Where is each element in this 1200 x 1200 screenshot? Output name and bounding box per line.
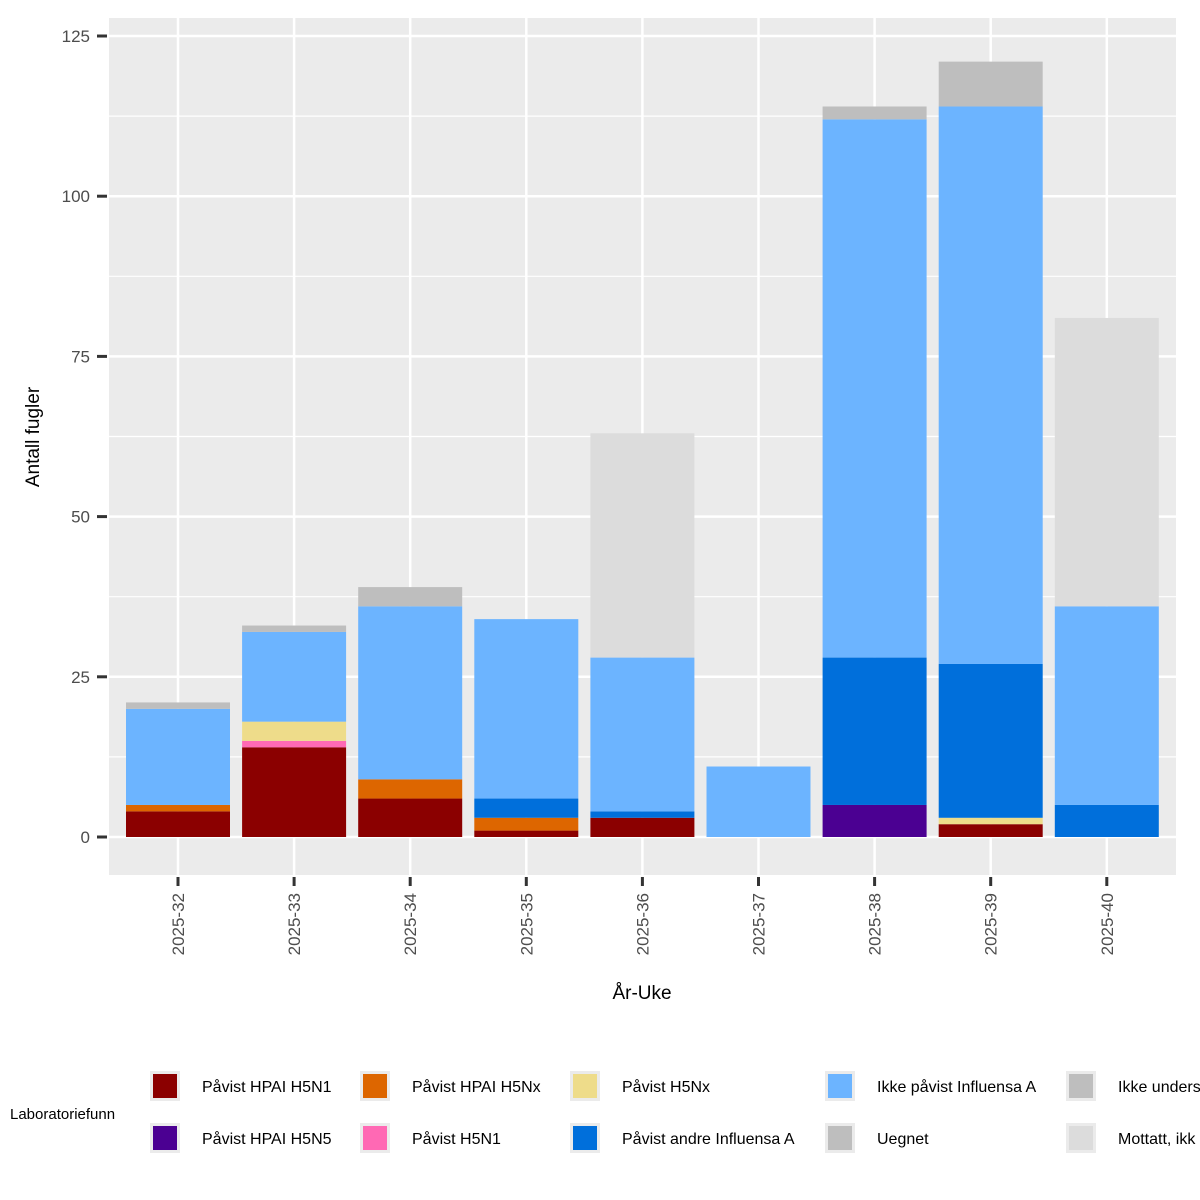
bar-segment [242, 740, 347, 748]
legend-label: Påvist H5Nx [622, 1078, 710, 1096]
legend-swatch [573, 1126, 597, 1150]
x-tick-label: 2025-40 [1098, 893, 1117, 955]
legend-label: Påvist HPAI H5N1 [202, 1078, 332, 1096]
legend-swatch [153, 1126, 177, 1150]
y-tick-label: 25 [71, 668, 90, 687]
bar-segment [938, 663, 1043, 818]
legend-label: Påvist H5N1 [412, 1130, 501, 1148]
bar-segment [126, 811, 230, 837]
bar-segment [358, 606, 463, 780]
bar-segment [590, 817, 695, 837]
legend-label: Ikke unders [1118, 1079, 1200, 1096]
bar-segment [706, 766, 811, 837]
bar-segment [938, 61, 1043, 107]
bar-segment [590, 657, 695, 812]
bar-segment [358, 587, 463, 607]
bar-segment [474, 830, 579, 837]
bar-segment [1054, 606, 1159, 805]
legend-swatch [1069, 1126, 1093, 1150]
legend-label: Påvist HPAI H5Nx [412, 1078, 541, 1096]
legend-swatch [153, 1074, 177, 1098]
legend-swatch [828, 1074, 852, 1098]
bar-segment [822, 106, 927, 120]
x-tick-label: 2025-36 [633, 893, 652, 955]
legend-swatch [363, 1126, 387, 1150]
y-tick-label: 75 [71, 347, 90, 366]
bar-segment [938, 824, 1043, 837]
bar-segment [1054, 804, 1159, 837]
bar-segment [822, 119, 927, 658]
bar-segment [242, 631, 347, 722]
bar-segment [590, 811, 695, 818]
bar-segment [938, 106, 1043, 664]
y-tick-label: 125 [62, 27, 90, 46]
legend-swatch [573, 1074, 597, 1098]
bar-segment [358, 798, 463, 837]
y-axis-title: Antall fugler [23, 386, 44, 487]
x-tick-label: 2025-32 [169, 893, 188, 955]
legend-swatch [1069, 1074, 1093, 1098]
x-tick-label: 2025-39 [982, 893, 1001, 955]
bar-segment [242, 721, 347, 741]
bar-segment [1054, 317, 1159, 607]
bar-segment [590, 433, 695, 658]
legend-label: Mottatt, ikk [1118, 1131, 1196, 1148]
bar-segment [242, 625, 347, 632]
legend-label: Påvist andre Influensa A [622, 1130, 795, 1148]
legend-label: Påvist HPAI H5N5 [202, 1130, 332, 1148]
bar-segment [474, 619, 579, 799]
x-tick-label: 2025-38 [866, 893, 885, 955]
bar-segment [126, 702, 230, 709]
legend-swatch [828, 1126, 852, 1150]
bar-segment [822, 804, 927, 837]
bar-segment [126, 804, 230, 812]
x-tick-label: 2025-37 [750, 893, 769, 955]
legend-swatch [363, 1074, 387, 1098]
x-tick-label: 2025-33 [285, 893, 304, 955]
y-tick-label: 0 [81, 828, 90, 847]
legend-label: Ikke påvist Influensa A [877, 1078, 1037, 1096]
bar-segment [242, 747, 347, 837]
bar-segment [822, 657, 927, 805]
bar-segment [358, 779, 463, 799]
x-tick-label: 2025-34 [401, 893, 420, 955]
bar-segment [126, 708, 230, 805]
y-tick-label: 100 [62, 187, 90, 206]
bar-segment [474, 817, 579, 831]
y-tick-label: 50 [71, 508, 90, 527]
bar-segment [474, 798, 579, 818]
bar-segment [938, 817, 1043, 825]
x-tick-label: 2025-35 [517, 893, 536, 955]
legend-title: Laboratoriefunn [10, 1106, 115, 1123]
legend-label: Uegnet [877, 1131, 929, 1148]
x-axis-title: År-Uke [612, 983, 671, 1004]
